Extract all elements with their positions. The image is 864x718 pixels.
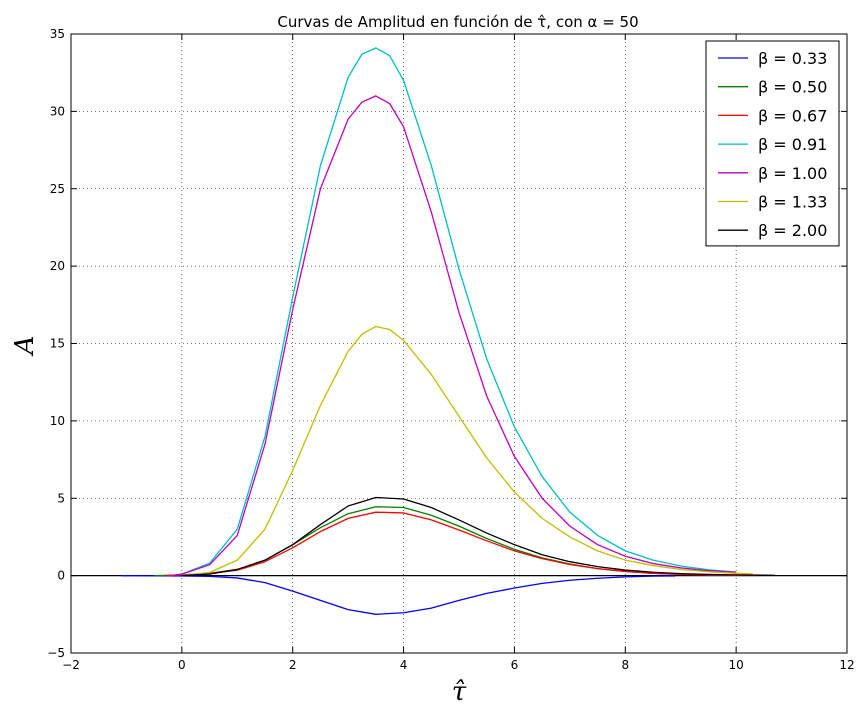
y-tick-label: 20 <box>50 259 65 273</box>
y-tick-label: 30 <box>50 104 65 118</box>
x-tick-label: 10 <box>729 658 744 672</box>
series-line-5 <box>181 325 753 576</box>
legend-label: β = 0.91 <box>758 135 827 154</box>
legend-label: β = 1.00 <box>758 164 827 183</box>
y-tick-label: 0 <box>57 569 65 583</box>
legend-label: β = 0.33 <box>758 49 827 68</box>
legend-box <box>705 40 840 247</box>
x-tick-label: 2 <box>289 658 297 672</box>
legend-label: β = 0.67 <box>758 106 827 125</box>
y-tick-label: 35 <box>50 27 65 41</box>
y-tick-label: 5 <box>57 491 65 505</box>
series-line-0 <box>120 574 676 615</box>
x-tick-label: 6 <box>511 658 519 672</box>
series-line-3 <box>181 47 737 575</box>
legend-label: β = 0.50 <box>758 78 827 97</box>
legend-label: β = 2.00 <box>758 221 827 240</box>
y-tick-label: 10 <box>50 414 65 428</box>
y-tick-label: −5 <box>47 646 65 660</box>
x-tick-label: 12 <box>839 658 854 672</box>
y-tick-label: 15 <box>50 337 65 351</box>
chart-title: Curvas de Amplitud en función de τ̂, con… <box>277 13 638 31</box>
series-line-2 <box>165 511 759 577</box>
x-tick-label: 4 <box>400 658 408 672</box>
x-tick-label: −2 <box>62 658 80 672</box>
y-tick-label: 25 <box>50 182 65 196</box>
series-line-6 <box>181 496 775 577</box>
legend-label: β = 1.33 <box>758 193 827 212</box>
axis-ticks: −2 0 2 4 6 8 10 12 −5 0 5 10 15 20 25 30 35 <box>47 27 854 672</box>
series-layer <box>120 47 775 615</box>
legend: β = 0.33 β = 0.50 β = 0.67 β = 0.91 β = 1.00… <box>705 40 840 247</box>
x-tick-label: 0 <box>178 658 186 672</box>
x-tick-label: 8 <box>621 658 629 672</box>
y-axis-label: A <box>10 336 40 357</box>
x-axis-label: τ̂ <box>452 677 467 707</box>
series-line-4 <box>170 95 737 577</box>
